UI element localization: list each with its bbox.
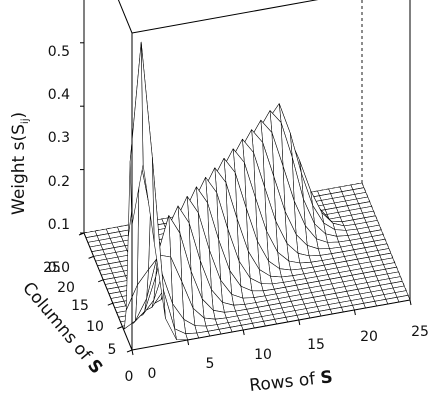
x-tick-label: 5 (206, 356, 215, 372)
x-tick-label: 20 (360, 329, 378, 345)
z-axis-ticks: 0.0 0.1 0.2 0.3 0.4 0.5 (48, 44, 70, 276)
z-tick-label: 0.0 (48, 260, 70, 276)
y-tick-label: 20 (57, 280, 75, 296)
z-axis-label: Weight s(Sij) (9, 112, 31, 215)
x-tick-label: 0 (148, 366, 157, 382)
x-axis-label: Rows of S (248, 367, 333, 396)
z-tick-label: 0.4 (48, 87, 70, 103)
y-tick-label: 15 (71, 298, 89, 314)
x-tick-label: 10 (254, 347, 272, 363)
x-tick-label: 15 (307, 337, 325, 353)
x-axis-ticks: 0 5 10 15 20 25 (148, 324, 429, 382)
y-tick-label: 5 (108, 342, 117, 358)
x-tick-mark (409, 299, 412, 306)
z-tick-label: 0.1 (48, 217, 70, 233)
box-edge (131, 299, 411, 351)
x-tick-mark (187, 339, 190, 346)
y-tick-mark (107, 302, 113, 306)
box-front-edges (78, 0, 412, 356)
y-tick-mark (78, 232, 85, 236)
y-tick-label: 25 (43, 260, 61, 276)
x-tick-mark (298, 319, 301, 326)
y-tick-label: 0 (125, 369, 134, 385)
box-edge (117, 0, 133, 34)
surface-cell (334, 229, 349, 237)
y-tick-mark (117, 326, 123, 330)
y-tick-label: 10 (86, 319, 104, 335)
z-tick-label: 0.2 (48, 174, 70, 190)
box-edge (131, 0, 319, 34)
z-tick-label: 0.5 (48, 44, 70, 60)
weight-surface (83, 41, 411, 341)
y-tick-mark (98, 279, 104, 283)
box-edge (83, 232, 133, 351)
x-tick-mark (242, 329, 245, 336)
y-tick-mark (88, 255, 94, 259)
x-tick-mark (131, 349, 134, 356)
surface-cell (129, 41, 144, 226)
x-tick-label: 25 (411, 324, 429, 340)
y-axis-ticks: 0 5 10 15 20 25 (43, 260, 133, 385)
x-tick-mark (353, 309, 356, 316)
z-tick-label: 0.3 (48, 130, 70, 146)
y-tick-mark (126, 349, 133, 353)
